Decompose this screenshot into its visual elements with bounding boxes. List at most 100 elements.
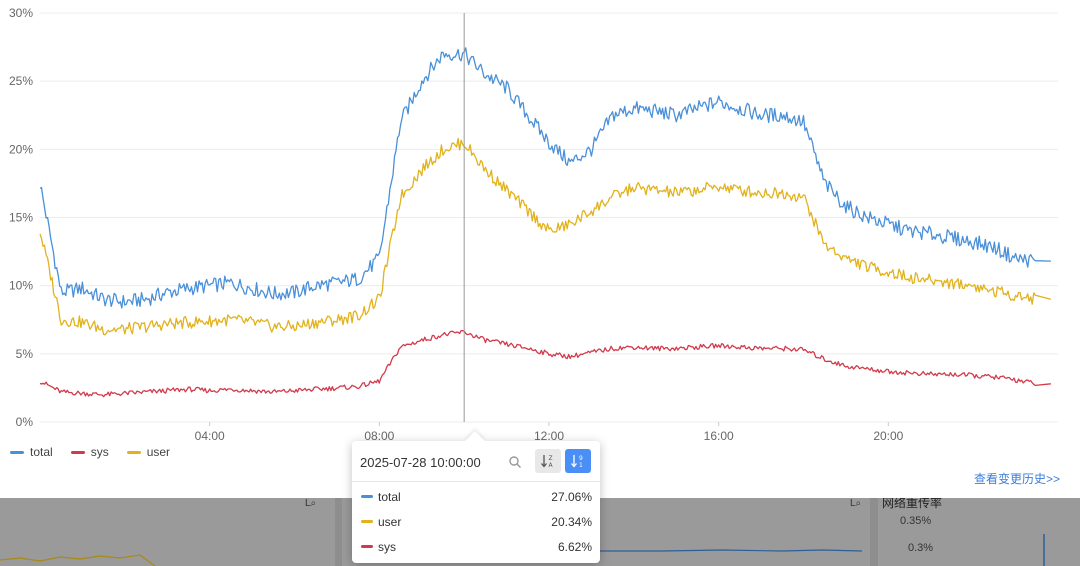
data-point-total[interactable] <box>610 112 616 118</box>
series-line-total[interactable] <box>39 47 1051 309</box>
data-point-user[interactable] <box>652 187 658 193</box>
data-point-sys[interactable] <box>1034 381 1040 387</box>
data-point-user[interactable] <box>631 185 637 191</box>
data-point-total[interactable] <box>37 180 43 186</box>
data-point-user[interactable] <box>525 208 531 214</box>
legend-item-sys[interactable]: sys <box>70 445 109 459</box>
data-point-sys[interactable] <box>376 378 382 384</box>
data-point-user[interactable] <box>546 228 552 234</box>
data-point-sys[interactable] <box>164 388 170 394</box>
data-point-sys[interactable] <box>949 371 955 377</box>
data-point-sys[interactable] <box>991 374 997 380</box>
data-point-total[interactable] <box>588 146 594 152</box>
data-point-total[interactable] <box>334 280 340 286</box>
data-point-total[interactable] <box>228 280 234 286</box>
data-point-sys[interactable] <box>631 344 637 350</box>
data-point-sys[interactable] <box>292 388 298 394</box>
legend-item-user[interactable]: user <box>126 445 170 459</box>
data-point-user[interactable] <box>334 317 340 323</box>
data-point-sys[interactable] <box>737 344 743 350</box>
data-point-sys[interactable] <box>101 392 107 398</box>
data-point-total[interactable] <box>843 204 849 210</box>
data-point-sys[interactable] <box>440 332 446 338</box>
data-point-total[interactable] <box>440 51 446 57</box>
data-point-total[interactable] <box>822 180 828 186</box>
data-point-total[interactable] <box>143 296 149 302</box>
data-point-user[interactable] <box>58 317 64 323</box>
data-point-sys[interactable] <box>779 345 785 351</box>
data-point-sys[interactable] <box>398 344 404 350</box>
data-point-total[interactable] <box>185 285 191 291</box>
data-point-user[interactable] <box>864 264 870 270</box>
data-point-total[interactable] <box>525 112 531 118</box>
data-point-user[interactable] <box>567 221 573 227</box>
data-point-user[interactable] <box>292 324 298 330</box>
data-point-total[interactable] <box>313 283 319 289</box>
data-point-total[interactable] <box>885 221 891 227</box>
data-point-total[interactable] <box>482 71 488 77</box>
data-point-total[interactable] <box>101 296 107 302</box>
data-point-user[interactable] <box>37 228 43 234</box>
data-point-user[interactable] <box>694 187 700 193</box>
search-icon[interactable] <box>508 455 522 469</box>
data-point-total[interactable] <box>652 108 658 114</box>
data-point-total[interactable] <box>249 285 255 291</box>
data-point-user[interactable] <box>143 324 149 330</box>
data-point-user[interactable] <box>843 255 849 261</box>
data-point-user[interactable] <box>758 190 764 196</box>
data-point-sys[interactable] <box>185 386 191 392</box>
data-point-total[interactable] <box>164 289 170 295</box>
data-point-total[interactable] <box>949 235 955 241</box>
data-point-total[interactable] <box>779 112 785 118</box>
line-chart[interactable]: 0% 5% 10% 15% 20% 25% 30% 04:00 08:00 12:00 16:00… <box>0 0 1080 498</box>
data-point-total[interactable] <box>270 291 276 297</box>
data-point-user[interactable] <box>673 190 679 196</box>
data-point-sys[interactable] <box>482 337 488 343</box>
data-point-user[interactable] <box>504 187 510 193</box>
data-point-sys[interactable] <box>864 366 870 372</box>
data-point-user[interactable] <box>737 187 743 193</box>
data-point-sys[interactable] <box>525 345 531 351</box>
data-point-user[interactable] <box>164 321 170 327</box>
data-point-user[interactable] <box>398 194 404 200</box>
data-point-sys[interactable] <box>758 345 764 351</box>
data-point-sys[interactable] <box>1013 377 1019 383</box>
data-point-total[interactable] <box>716 99 722 105</box>
sort-alpha-button[interactable]: Z A <box>535 449 561 473</box>
data-point-total[interactable] <box>758 112 764 118</box>
data-point-total[interactable] <box>864 215 870 221</box>
data-point-sys[interactable] <box>313 386 319 392</box>
data-point-sys[interactable] <box>37 378 43 384</box>
data-point-total[interactable] <box>122 299 128 305</box>
data-point-total[interactable] <box>355 276 361 282</box>
data-point-user[interactable] <box>779 190 785 196</box>
data-point-total[interactable] <box>928 231 934 237</box>
data-point-total[interactable] <box>58 289 64 295</box>
data-point-sys[interactable] <box>970 373 976 379</box>
data-point-sys[interactable] <box>270 389 276 395</box>
data-point-total[interactable] <box>504 85 510 91</box>
data-point-user[interactable] <box>207 318 213 324</box>
data-point-sys[interactable] <box>355 384 361 390</box>
data-point-sys[interactable] <box>567 354 573 360</box>
data-point-sys[interactable] <box>673 345 679 351</box>
data-point-user[interactable] <box>228 317 234 323</box>
data-point-total[interactable] <box>207 283 213 289</box>
data-point-user[interactable] <box>928 277 934 283</box>
data-point-total[interactable] <box>546 140 552 146</box>
data-point-user[interactable] <box>949 280 955 286</box>
data-point-sys[interactable] <box>928 371 934 377</box>
data-point-user[interactable] <box>588 208 594 214</box>
data-point-sys[interactable] <box>885 369 891 375</box>
data-point-total[interactable] <box>79 285 85 291</box>
data-point-sys[interactable] <box>249 388 255 394</box>
data-point-sys[interactable] <box>652 345 658 351</box>
data-point-sys[interactable] <box>822 356 828 362</box>
data-point-total[interactable] <box>398 119 404 125</box>
data-point-sys[interactable] <box>504 341 510 347</box>
data-point-user[interactable] <box>355 313 361 319</box>
data-point-sys[interactable] <box>122 390 128 396</box>
data-point-user[interactable] <box>249 319 255 325</box>
data-point-user[interactable] <box>482 167 488 173</box>
data-point-total[interactable] <box>376 255 382 261</box>
